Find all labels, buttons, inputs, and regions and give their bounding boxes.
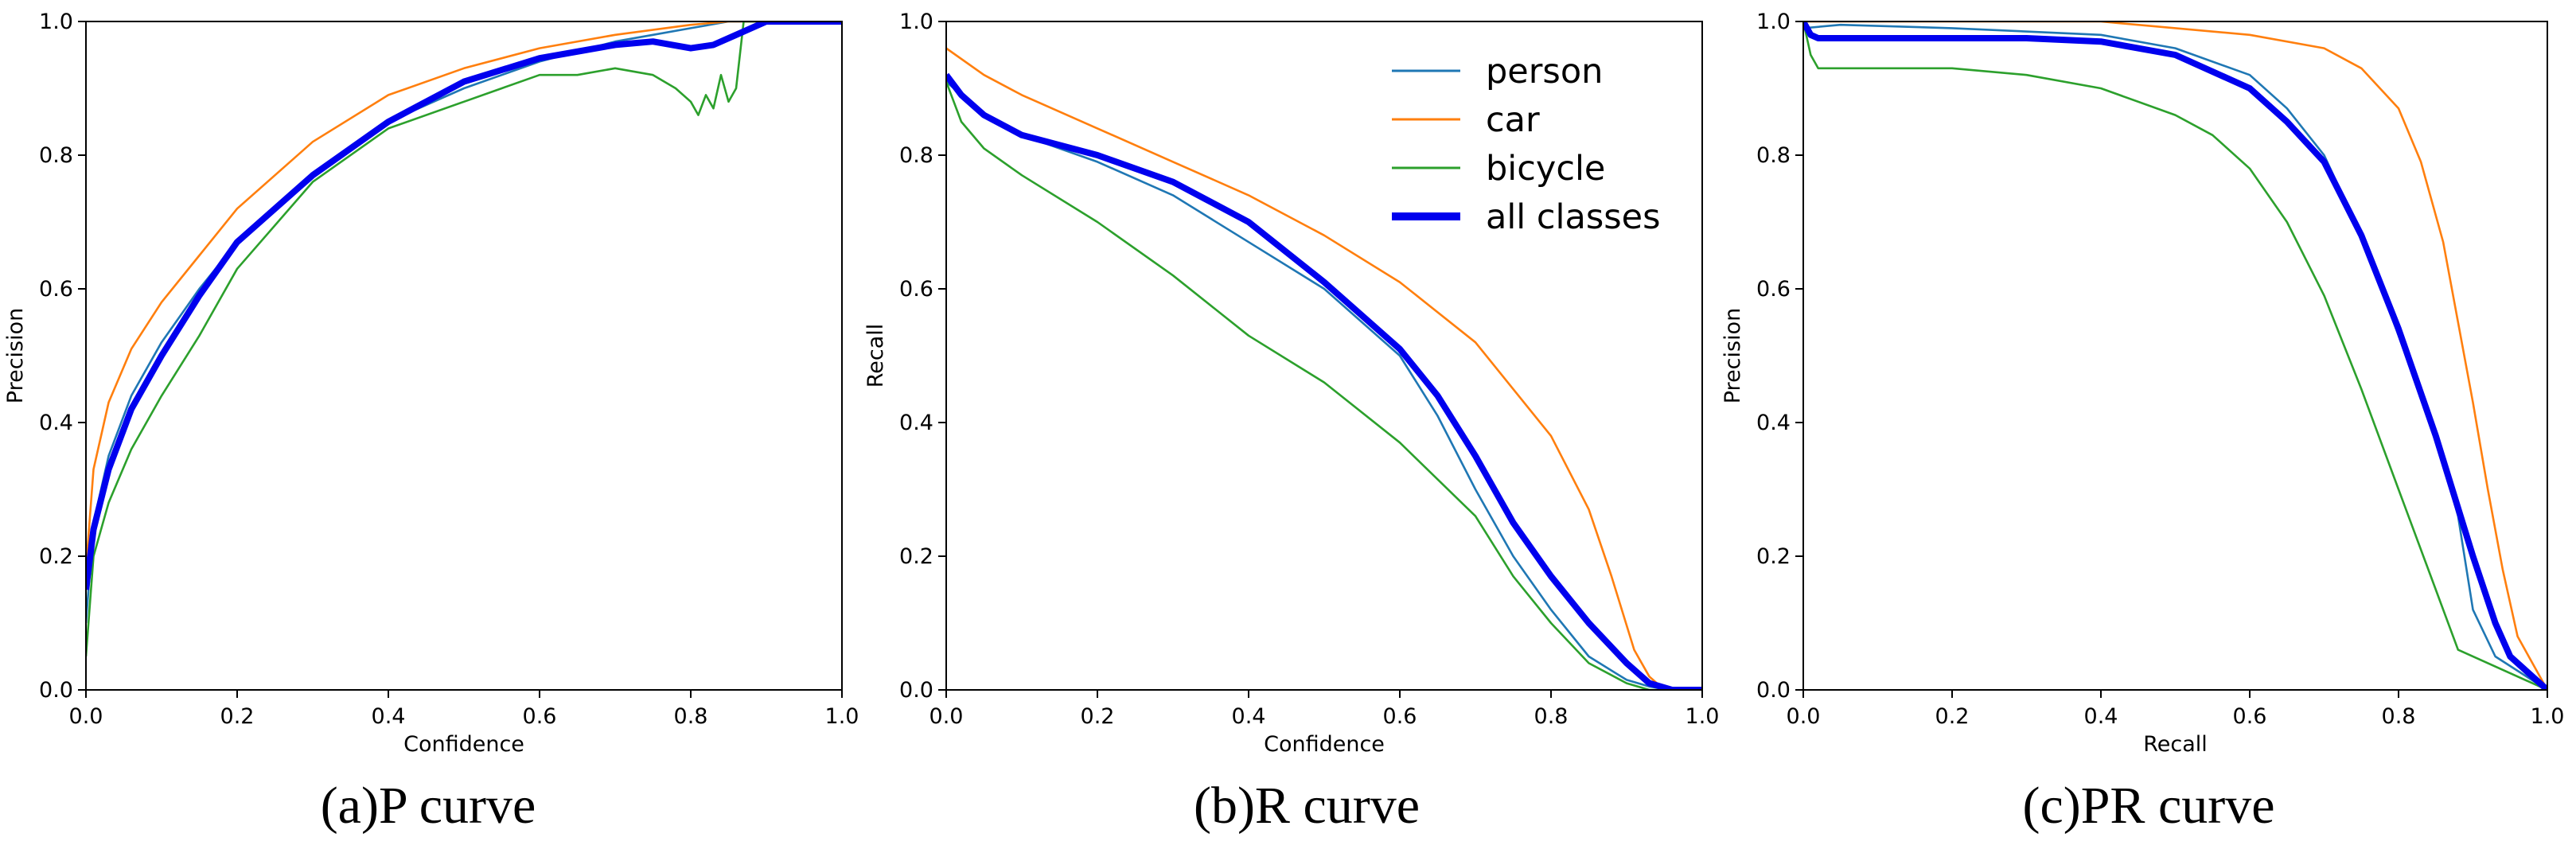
x-tick-label: 0.0 xyxy=(69,704,103,729)
plot-frame xyxy=(1802,21,2548,691)
x-axis-label: Confidence xyxy=(1264,732,1385,757)
y-tick-label: 0.4 xyxy=(1756,411,1791,435)
y-tick-label: 0.4 xyxy=(39,411,73,435)
x-tick-label: 1.0 xyxy=(825,704,859,729)
y-tick-label: 0.2 xyxy=(899,544,933,569)
series-line-bicycle xyxy=(946,81,1702,690)
legend-label-bicycle: bicycle xyxy=(1486,149,1605,189)
series-line-car xyxy=(86,21,842,570)
x-tick-label: 0.6 xyxy=(1383,704,1417,729)
y-axis-label: Precision xyxy=(1721,308,1745,403)
legend-label-car: car xyxy=(1486,100,1540,140)
chart-p-curve: 0.0 0.2 0.4 0.6 0.8 1.0 0.0 0.2 0.4 0.6 0.8 1.0 Conf… xyxy=(3,10,859,757)
y-tick-label: 0.8 xyxy=(39,143,73,168)
y-tick-label: 1.0 xyxy=(899,10,933,34)
y-tick-label: 0.8 xyxy=(1756,143,1791,168)
caption-pr-curve: (c)PR curve xyxy=(2022,777,2275,835)
series-line-car xyxy=(946,47,1702,690)
chart-pr-curve: 0.0 0.2 0.4 0.6 0.8 1.0 0.0 0.2 0.4 0.6 0.8 1.0 Reca… xyxy=(1721,10,2564,757)
y-axis-label: Recall xyxy=(863,324,888,388)
y-tick-label: 0.6 xyxy=(39,277,73,302)
series-line-bicycle xyxy=(86,21,842,657)
legend-label-all-classes: all classes xyxy=(1486,197,1661,237)
series-line-all-classes xyxy=(1803,21,2547,690)
x-tick-label: 0.8 xyxy=(2382,704,2416,729)
y-tick-label: 0.6 xyxy=(899,277,933,302)
x-tick-label: 0.2 xyxy=(1935,704,1970,729)
x-tick-label: 0.8 xyxy=(674,704,708,729)
y-tick-label: 0.0 xyxy=(39,678,73,703)
x-tick-label: 0.4 xyxy=(1232,704,1266,729)
x-tick-label: 0.2 xyxy=(220,704,255,729)
x-tick-label: 1.0 xyxy=(2531,704,2565,729)
series-line-person xyxy=(86,21,842,624)
x-tick-label: 1.0 xyxy=(1686,704,1720,729)
x-tick-label: 0.4 xyxy=(2084,704,2118,729)
y-tick-label: 0.0 xyxy=(899,678,933,703)
legend-label-person: person xyxy=(1486,52,1603,92)
y-tick-label: 1.0 xyxy=(39,10,73,34)
x-tick-label: 0.6 xyxy=(523,704,557,729)
y-tick-label: 0.4 xyxy=(899,411,933,435)
series-line-bicycle xyxy=(1803,21,2547,690)
y-tick-label: 0.6 xyxy=(1756,277,1791,302)
plot-frame xyxy=(945,21,1703,691)
y-tick-label: 1.0 xyxy=(1756,10,1791,34)
x-tick-label: 0.6 xyxy=(2233,704,2267,729)
series-line-car xyxy=(1803,21,2547,690)
series-line-all-classes xyxy=(946,72,1702,690)
y-tick-label: 0.0 xyxy=(1756,678,1791,703)
x-tick-label: 0.2 xyxy=(1081,704,1115,729)
caption-p-curve: (a)P curve xyxy=(320,777,536,835)
x-tick-label: 0.0 xyxy=(929,704,964,729)
legend: person car bicycle all classes xyxy=(1392,52,1661,237)
chart-r-curve: 0.0 0.2 0.4 0.6 0.8 1.0 0.0 0.2 0.4 0.6 0.8 1.0 Conf… xyxy=(863,10,1719,757)
series-line-person xyxy=(1803,23,2547,690)
x-tick-label: 0.4 xyxy=(372,704,406,729)
plot-frame xyxy=(85,21,843,691)
y-tick-label: 0.2 xyxy=(1756,544,1791,569)
series-line-all-classes xyxy=(86,21,842,590)
y-axis-label: Precision xyxy=(3,308,28,403)
series-line-person xyxy=(946,80,1702,690)
y-tick-label: 0.2 xyxy=(39,544,73,569)
x-tick-label: 0.0 xyxy=(1787,704,1821,729)
x-axis-label: Confidence xyxy=(403,732,524,757)
y-tick-label: 0.8 xyxy=(899,143,933,168)
x-axis-label: Recall xyxy=(2143,732,2208,757)
x-tick-label: 0.8 xyxy=(1534,704,1569,729)
caption-r-curve: (b)R curve xyxy=(1193,777,1421,835)
